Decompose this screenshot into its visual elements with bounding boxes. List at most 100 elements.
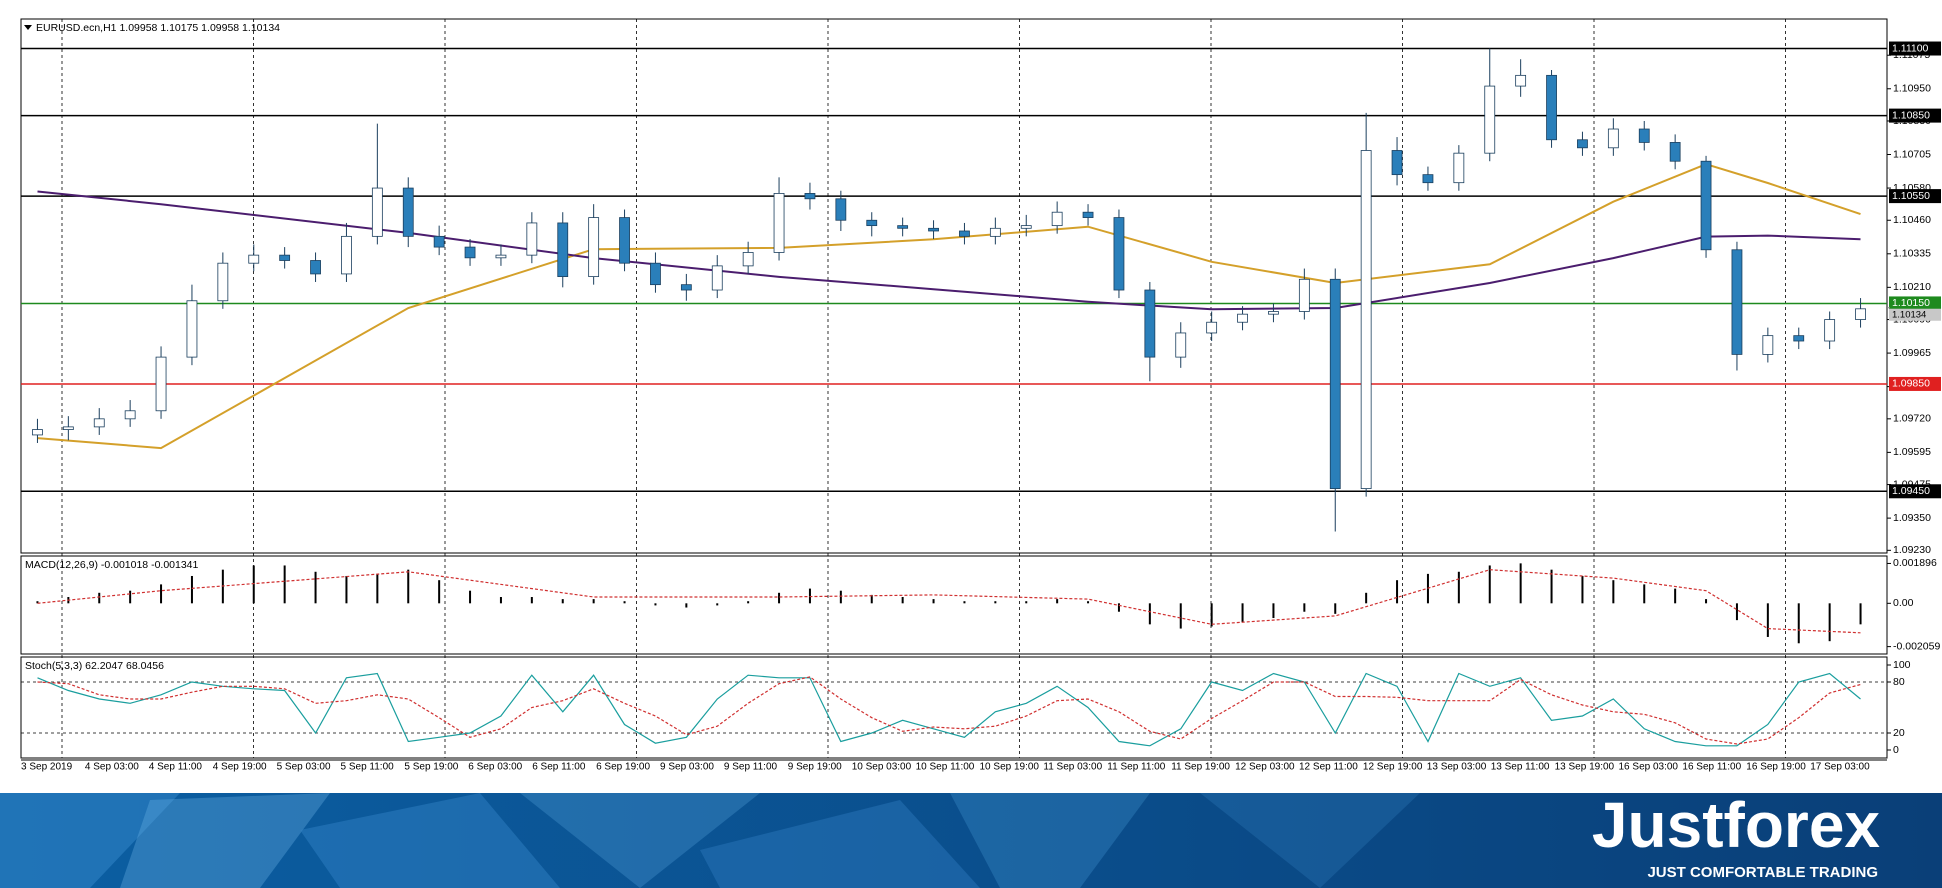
histogram-bar	[1859, 603, 1862, 625]
histogram-bar	[1550, 569, 1553, 604]
candle-body	[1175, 332, 1187, 358]
candle-body	[310, 260, 321, 275]
brand-logo: Justforex	[1592, 789, 1881, 861]
candle-body	[433, 235, 445, 248]
panel-title: Stoch(5,3,3) 62.2047 68.0456	[25, 660, 164, 672]
candle-body	[680, 284, 692, 291]
candle-body	[1144, 289, 1156, 358]
histogram-bar	[36, 601, 39, 604]
histogram-bar	[1210, 603, 1213, 627]
brand-tagline: JUST COMFORTABLE TRADING	[1647, 864, 1878, 881]
x-tick-label: 6 Sep 19:00	[596, 762, 650, 773]
level-label: 1.09450	[1892, 485, 1930, 497]
x-tick-label: 3 Sep 2019	[21, 762, 73, 773]
panel-title: MACD(12,26,9) -0.001018 -0.001341	[25, 559, 199, 571]
histogram-bar	[252, 565, 255, 604]
candle-body	[1638, 128, 1650, 143]
main-panel-frame	[20, 18, 1888, 554]
histogram-bar	[901, 597, 904, 604]
histogram-bar	[530, 597, 533, 604]
candle-body	[1237, 313, 1248, 323]
y-tick-label: 1.10335	[1893, 248, 1931, 260]
histogram-bar	[1148, 603, 1151, 625]
x-tick-label: 9 Sep 19:00	[788, 762, 842, 773]
x-tick-label: 13 Sep 03:00	[1427, 762, 1487, 773]
level-label-box	[1889, 189, 1941, 204]
candle-body	[1824, 319, 1836, 342]
histogram-bar	[1457, 571, 1460, 604]
candle-body	[371, 187, 383, 237]
histogram-bar	[1396, 580, 1399, 604]
candle-body	[1329, 278, 1341, 489]
x-tick-label: 10 Sep 19:00	[980, 762, 1040, 773]
candle-body	[804, 193, 816, 200]
candle-body	[619, 217, 630, 264]
candle-body	[1422, 174, 1434, 184]
candle-body	[402, 187, 414, 237]
candle-body	[217, 262, 229, 302]
y-tick-label: 20	[1893, 727, 1905, 739]
stoch-panel-frame	[20, 656, 1888, 759]
level-label-box	[1889, 108, 1941, 123]
x-tick-label: 4 Sep 11:00	[149, 762, 203, 773]
y-tick-label: -0.002059	[1893, 640, 1940, 652]
y-tick-label: 1.09720	[1893, 413, 1931, 425]
histogram-bar	[438, 580, 441, 604]
level-label: 1.11100	[1892, 42, 1929, 54]
histogram-bar	[1735, 603, 1738, 621]
banner-shape	[300, 793, 560, 888]
histogram-bar	[376, 573, 379, 604]
y-tick-label: 80	[1893, 676, 1905, 688]
x-tick-label: 10 Sep 03:00	[852, 762, 912, 773]
histogram-bar	[1241, 603, 1244, 623]
histogram-bar	[1828, 603, 1831, 642]
candle-body	[248, 254, 260, 264]
panel-title: EURUSD.ecn,H1 1.09958 1.10175 1.09958 1.…	[36, 22, 280, 34]
histogram-bar	[839, 590, 842, 604]
candle-body	[650, 262, 661, 286]
histogram-bar	[407, 569, 410, 604]
y-tick-label: 0.001896	[1893, 557, 1937, 569]
x-tick-label: 17 Sep 03:00	[1810, 762, 1870, 773]
y-tick-label: 1.09965	[1893, 347, 1931, 359]
last-price-label: 1.10134	[1892, 309, 1926, 320]
candle-body	[32, 429, 43, 436]
signal-line	[37, 569, 1861, 634]
histogram-bar	[994, 601, 997, 604]
candle-body	[124, 410, 136, 420]
last-price-box	[1889, 308, 1941, 321]
banner-shape	[700, 800, 980, 888]
candle-body	[1391, 150, 1403, 176]
histogram-bar	[1179, 603, 1182, 629]
histogram-bar	[314, 571, 317, 604]
histogram-bar	[1117, 603, 1120, 612]
oscillator-line	[37, 672, 1861, 747]
moving-average	[37, 163, 1861, 450]
candle-body	[1607, 128, 1619, 149]
y-tick-label: 1.09350	[1893, 512, 1931, 524]
candle-body	[279, 254, 291, 261]
histogram-bar	[499, 597, 502, 604]
x-tick-label: 13 Sep 11:00	[1491, 762, 1550, 773]
level-label: 1.10150	[1892, 297, 1930, 309]
candle-body	[866, 219, 878, 227]
candle-body	[1793, 335, 1805, 342]
histogram-bar	[1056, 599, 1059, 604]
candle-body	[1484, 85, 1496, 154]
candle-body	[464, 246, 476, 259]
histogram-bar	[808, 588, 811, 604]
candle-body	[1669, 142, 1681, 162]
histogram-bar	[1705, 599, 1708, 604]
y-tick-label: 1.10950	[1893, 83, 1931, 95]
oscillator-line	[37, 676, 1861, 745]
level-label-box	[1889, 296, 1941, 311]
y-tick-label: 1.09595	[1893, 446, 1931, 458]
candle-body	[1453, 152, 1465, 184]
histogram-bar	[716, 603, 719, 606]
histogram-bar	[747, 601, 750, 604]
histogram-bar	[1797, 603, 1800, 644]
histogram-bar	[1025, 601, 1028, 604]
x-tick-label: 12 Sep 11:00	[1299, 762, 1358, 773]
banner-shape	[520, 793, 760, 888]
candle-body	[773, 193, 785, 253]
